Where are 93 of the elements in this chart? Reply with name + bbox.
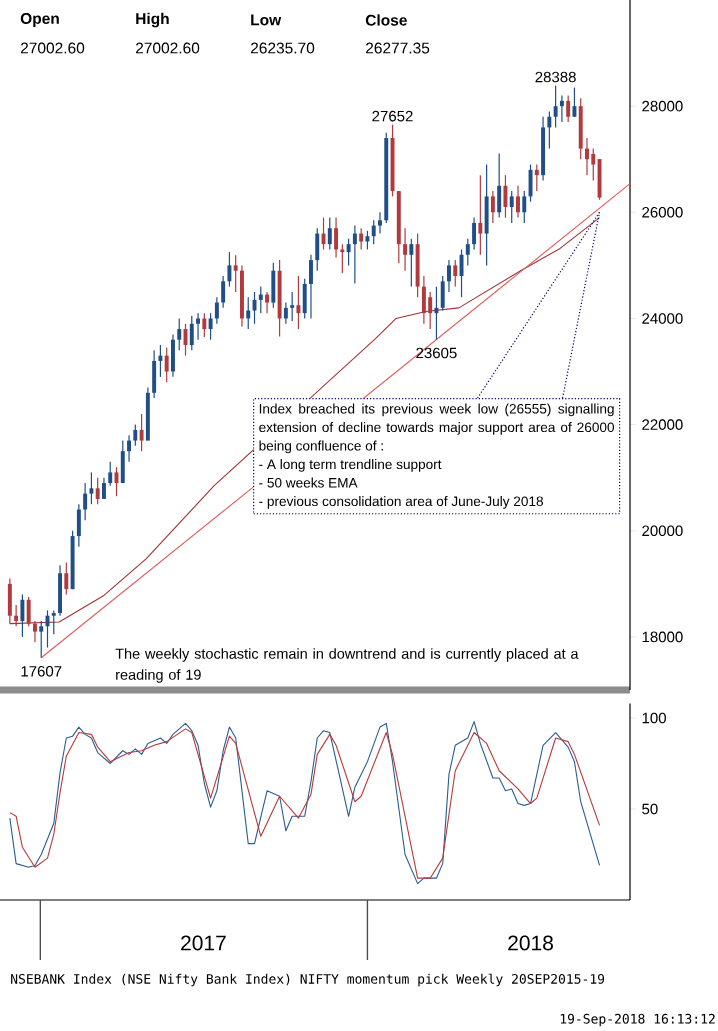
y-tick-label: 50 [642, 803, 658, 815]
candlestick [227, 251, 232, 288]
annotation: 27002.60 [135, 42, 200, 54]
annotation: High [136, 12, 169, 28]
annotation: 27652 [372, 110, 413, 122]
candlestick [89, 471, 94, 505]
candlestick [553, 84, 558, 128]
candlestick [447, 259, 451, 293]
candlestick [472, 217, 477, 251]
candlestick [164, 347, 169, 383]
candlestick [465, 238, 470, 266]
y-tick-label: 20000 [642, 525, 683, 537]
candlestick [133, 424, 138, 447]
candlestick [101, 477, 106, 500]
candlestick [108, 461, 113, 487]
candlestick [95, 477, 100, 505]
candlestick [83, 482, 88, 521]
candlestick [189, 315, 194, 351]
candlestick [371, 219, 376, 245]
x-tick-label: 2018 [508, 935, 553, 951]
candlestick [290, 291, 295, 322]
candlestick [403, 227, 408, 272]
candlestick [158, 344, 163, 378]
candlestick [409, 238, 414, 288]
candlestick [453, 259, 458, 288]
candlestick [64, 562, 69, 596]
annotation: 27002.60 [20, 42, 85, 54]
y-tick-label: 26000 [642, 207, 683, 218]
candlestick [14, 604, 19, 627]
candlestick [258, 286, 263, 314]
candlestick [516, 185, 520, 219]
candlestick [327, 217, 332, 251]
candlestick [202, 312, 207, 338]
candlestick [572, 86, 577, 118]
annotation: 23605 [416, 347, 457, 359]
annotation: 26235.70 [250, 42, 315, 54]
candlestick [139, 413, 144, 452]
candlestick [32, 620, 37, 643]
candlestick [177, 317, 182, 351]
candlestick [26, 596, 31, 627]
y-tick-label: 24000 [642, 313, 683, 324]
y-tick-label: 28000 [642, 100, 683, 112]
annotation: 28388 [535, 71, 576, 83]
y-tick-label: 100 [642, 712, 666, 724]
annotation: - previous consolidation area of June-July 2018 [259, 496, 543, 509]
candlestick [478, 174, 483, 256]
candlestick [585, 137, 589, 176]
candlestick [309, 254, 313, 320]
y-tick-label: 22000 [642, 419, 683, 430]
candlestick [346, 238, 351, 266]
candlestick [559, 94, 564, 123]
candlestick [233, 254, 238, 293]
annotation: Close [365, 14, 407, 26]
candlestick [214, 296, 219, 325]
candlestick [352, 224, 357, 285]
candlestick [566, 94, 571, 123]
candlestick [509, 190, 514, 224]
annotation: 17607 [21, 665, 62, 677]
annotation: - 50 weeks EMA [259, 477, 358, 488]
annotation: 26277.35 [366, 42, 430, 54]
candlestick [283, 301, 288, 325]
candlestick [378, 211, 382, 235]
candlestick [340, 243, 345, 274]
y-tick-label: 18000 [642, 631, 683, 643]
annotation: Index breached its previous week low (26555) signalling extension of decline towards major support area of 26000 being confluence of : [259, 403, 615, 454]
candlestick [296, 275, 301, 330]
candlestick [221, 275, 226, 309]
candlestick [265, 291, 270, 314]
candlestick [591, 148, 596, 182]
candlestick [20, 593, 25, 638]
candlestick [39, 620, 44, 659]
candlestick [522, 190, 527, 224]
candlestick [359, 227, 364, 251]
candlestick [334, 217, 339, 259]
candlestick [490, 190, 495, 224]
candlestick [428, 291, 433, 330]
annotation: The weekly stochastic remain in downtrend and is currently placed at a reading of 19 [115, 648, 579, 683]
candlestick [503, 174, 508, 219]
candlestick [208, 312, 213, 341]
candlestick [547, 110, 552, 150]
text: 19-Sep-2018 16:13:12 [560, 1013, 715, 1027]
candlestick [127, 434, 132, 463]
annotation: Open [20, 13, 59, 28]
candlestick [534, 163, 539, 192]
x-tick-label: 2017 [181, 935, 226, 951]
candlestick [51, 609, 56, 635]
candlestick [434, 286, 439, 341]
annotation: - A long term trendline support [259, 459, 442, 472]
candlestick [196, 312, 201, 341]
candlestick [246, 296, 251, 330]
candlestick [365, 230, 370, 251]
text: NSEBANK Index (NSE Nifty Bank Index) NIFTY momentum pick Weekly 20SEP2015-19 [11, 973, 605, 987]
annotation: Low [251, 14, 282, 26]
